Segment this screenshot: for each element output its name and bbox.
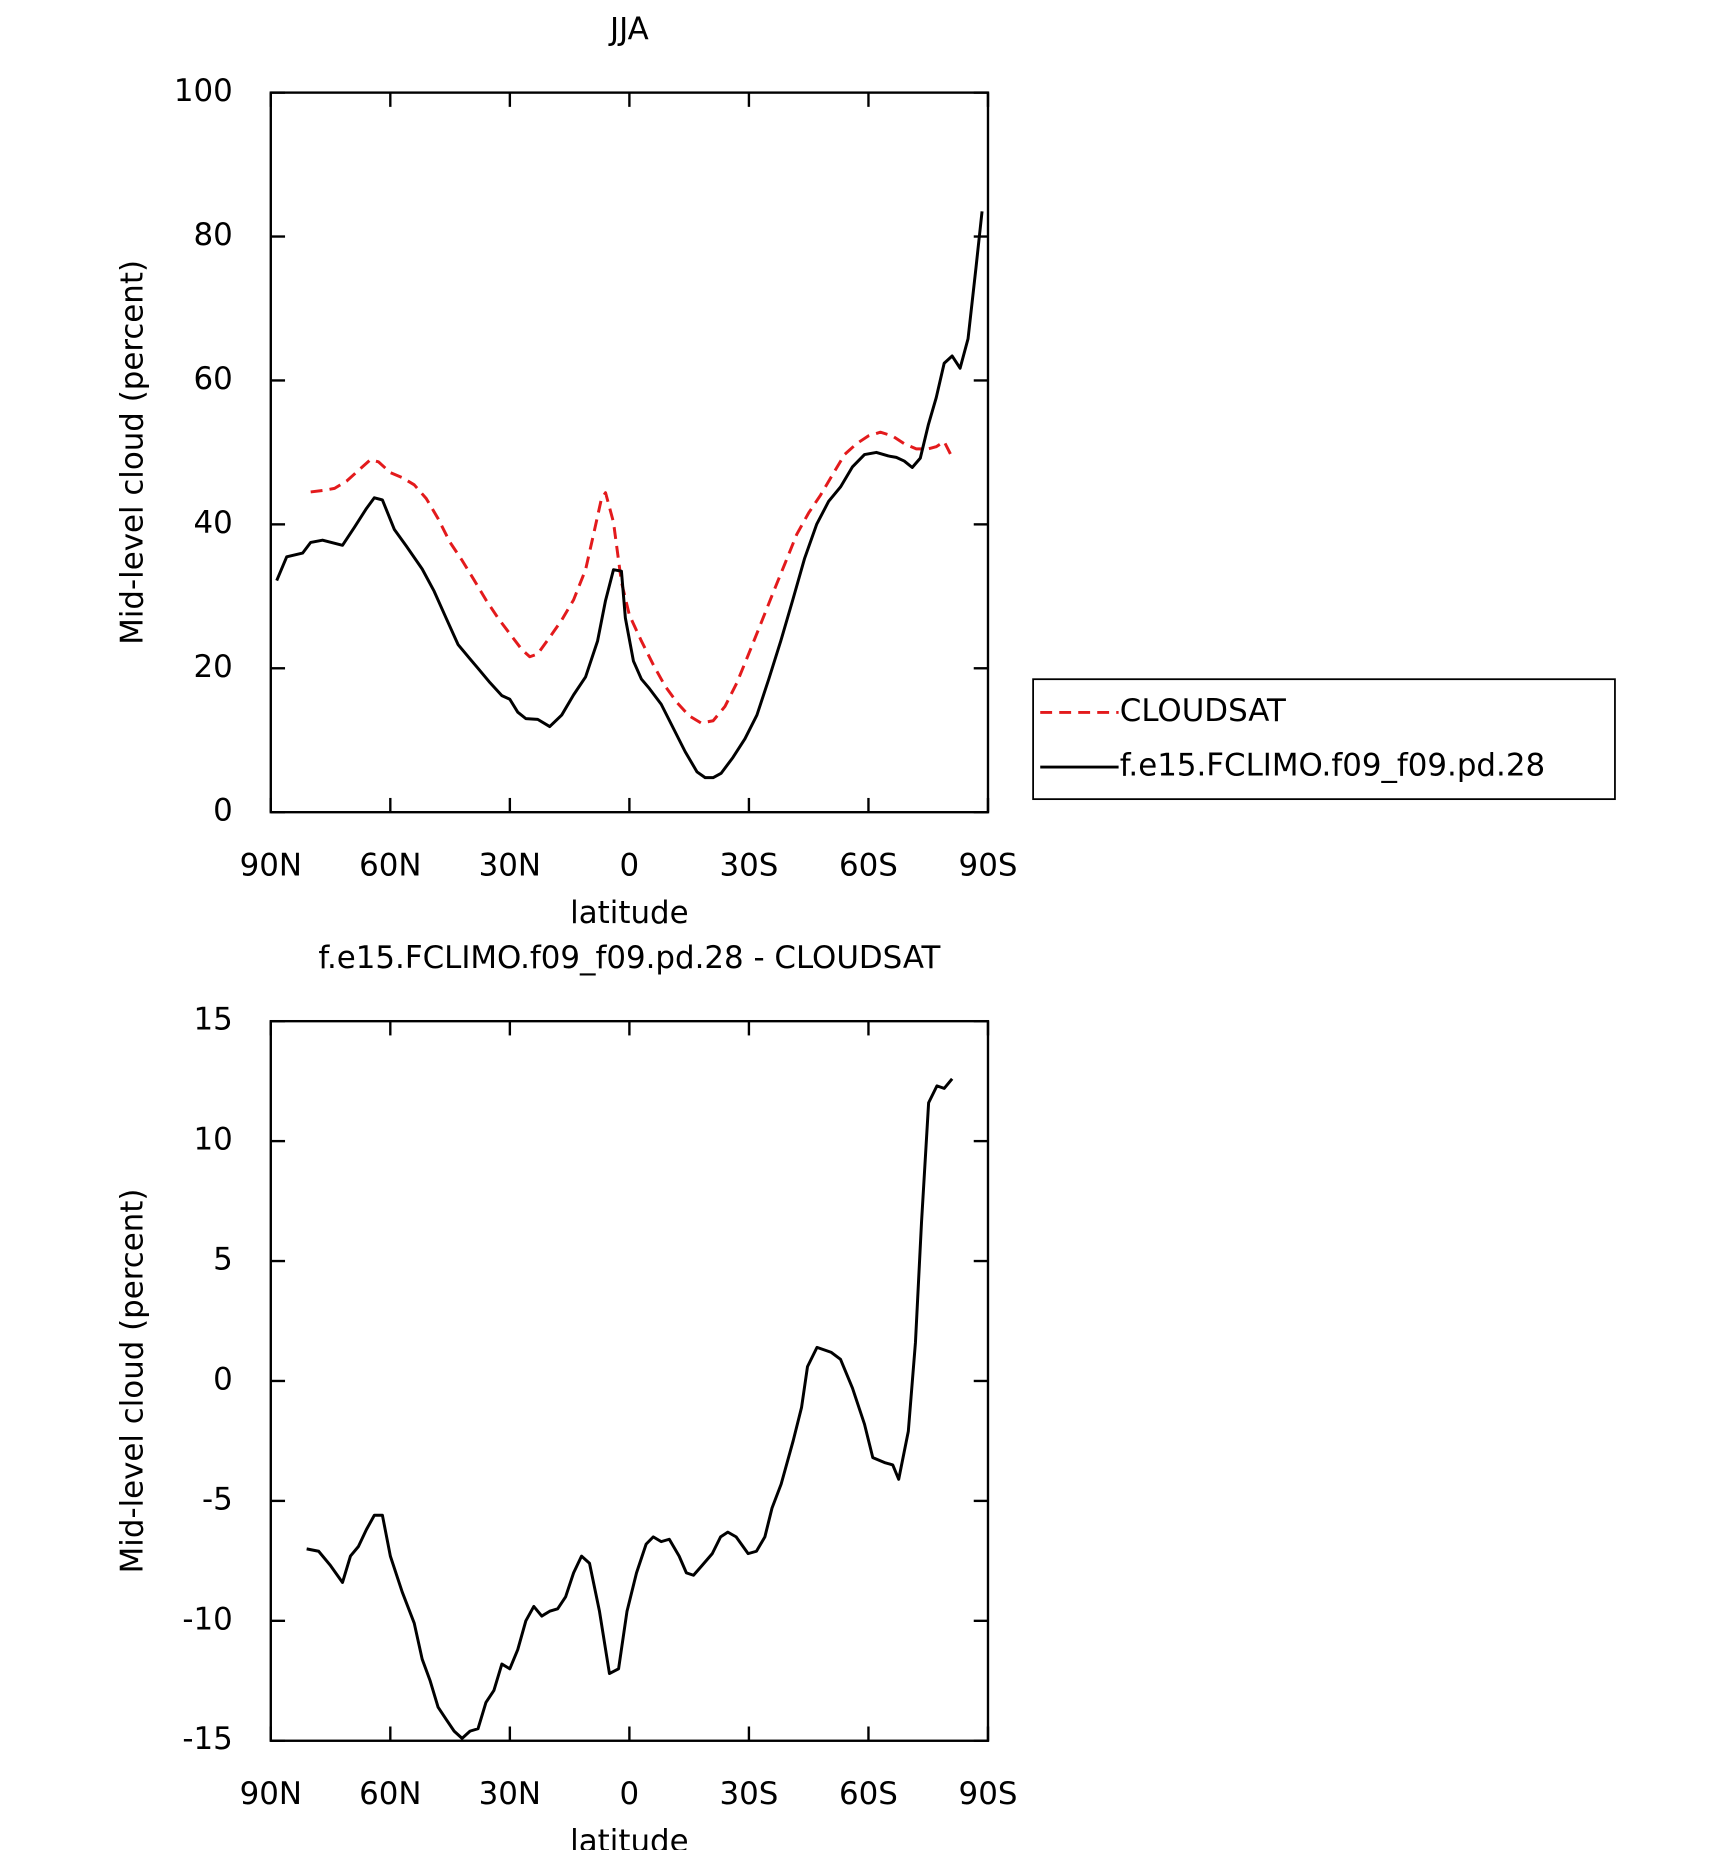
y-tick-label: 40 <box>194 505 233 541</box>
x-tick-label: 90S <box>959 847 1018 883</box>
x-tick-label: 30S <box>719 847 778 883</box>
x-tick-label: 60N <box>359 1776 421 1812</box>
x-tick-label: 30N <box>479 847 541 883</box>
plot-frame <box>269 1019 990 1742</box>
x-tick-label: 60S <box>839 1776 898 1812</box>
series-line <box>275 211 984 780</box>
y-tick-label: 100 <box>174 73 233 109</box>
legend-label: f.e15.FCLIMO.f09_f09.pd.28 <box>1120 748 1545 784</box>
series-line <box>306 1077 954 1740</box>
series-line <box>310 430 954 725</box>
plot-frame <box>269 91 990 814</box>
x-tick-label: 60S <box>839 847 898 883</box>
x-tick-label: 0 <box>620 1776 640 1812</box>
y-tick-label: 80 <box>194 217 233 253</box>
x-tick-label: 90N <box>240 847 302 883</box>
y-tick-label: 15 <box>194 1002 233 1038</box>
y-axis-label: Mid-level cloud (percent) <box>115 1189 151 1574</box>
y-tick-label: 20 <box>194 649 233 685</box>
x-tick-label: 30S <box>719 1776 778 1812</box>
x-tick-label: 90S <box>959 1776 1018 1812</box>
legend-box <box>1032 678 1616 801</box>
y-tick-label: 5 <box>213 1242 233 1278</box>
x-tick-label: 30N <box>479 1776 541 1812</box>
y-axis-label: Mid-level cloud (percent) <box>115 260 151 645</box>
x-tick-label: 0 <box>620 847 640 883</box>
y-tick-label: 0 <box>213 1361 233 1397</box>
y-tick-label: 10 <box>194 1122 233 1158</box>
y-tick-label: 60 <box>194 361 233 397</box>
y-tick-label: 0 <box>213 793 233 829</box>
chart-title: JJA <box>608 11 649 47</box>
x-tick-label: 60N <box>359 847 421 883</box>
x-tick-label: 90N <box>240 1776 302 1812</box>
y-tick-label: -10 <box>182 1601 232 1637</box>
y-tick-label: -15 <box>182 1721 232 1757</box>
chart-title: f.e15.FCLIMO.f09_f09.pd.28 - CLOUDSAT <box>318 940 940 976</box>
legend-label: CLOUDSAT <box>1120 693 1286 729</box>
x-axis-label: latitude <box>570 1823 688 1850</box>
y-tick-label: -5 <box>202 1481 233 1517</box>
x-axis-label: latitude <box>570 895 688 931</box>
